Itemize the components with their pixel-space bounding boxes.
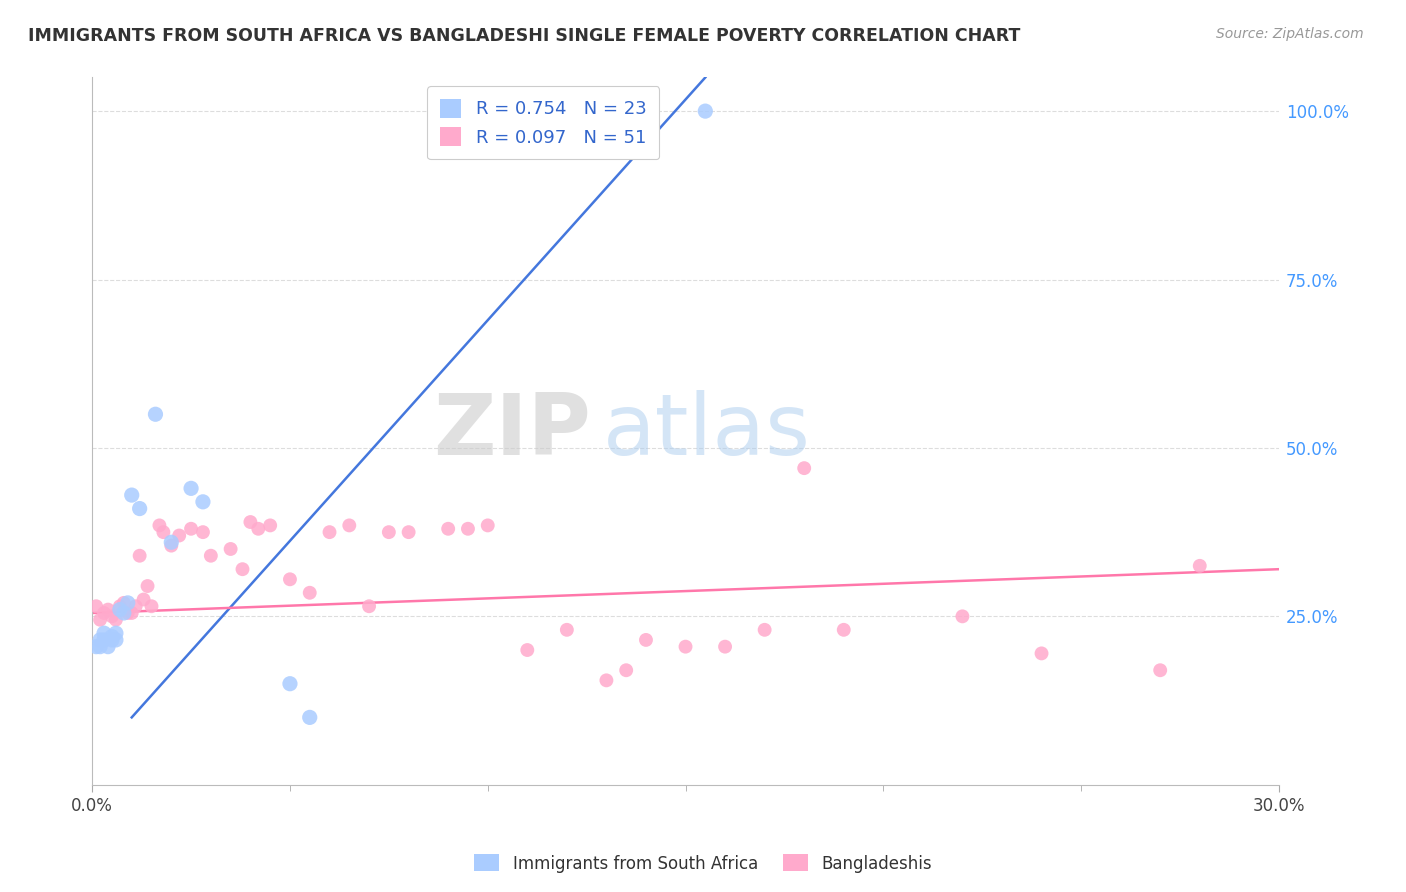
Point bbox=[125, 599, 148, 614]
Point bbox=[104, 613, 127, 627]
Point bbox=[148, 518, 170, 533]
Point bbox=[101, 632, 124, 647]
Point bbox=[675, 640, 697, 654]
Legend: Immigrants from South Africa, Bangladeshis: Immigrants from South Africa, Bangladesh… bbox=[468, 847, 938, 880]
Point bbox=[128, 501, 150, 516]
Point bbox=[595, 104, 617, 119]
Point bbox=[357, 599, 380, 614]
Point bbox=[595, 673, 617, 688]
Point bbox=[93, 606, 115, 620]
Point bbox=[167, 528, 190, 542]
Point bbox=[398, 525, 420, 540]
Point bbox=[634, 632, 657, 647]
Point bbox=[191, 495, 214, 509]
Point bbox=[93, 626, 115, 640]
Point bbox=[614, 663, 637, 677]
Point bbox=[112, 606, 135, 620]
Point bbox=[793, 461, 815, 475]
Point bbox=[128, 549, 150, 563]
Point bbox=[89, 632, 111, 647]
Point bbox=[1188, 558, 1211, 573]
Point bbox=[89, 640, 111, 654]
Point bbox=[318, 525, 340, 540]
Point bbox=[104, 632, 127, 647]
Point bbox=[259, 518, 281, 533]
Point bbox=[84, 599, 107, 614]
Point bbox=[101, 609, 124, 624]
Point bbox=[141, 599, 163, 614]
Point bbox=[337, 518, 360, 533]
Point bbox=[477, 518, 499, 533]
Point bbox=[457, 522, 479, 536]
Point bbox=[97, 602, 120, 616]
Point bbox=[121, 606, 143, 620]
Point bbox=[555, 623, 578, 637]
Point bbox=[117, 596, 139, 610]
Point bbox=[180, 481, 202, 495]
Point bbox=[97, 640, 120, 654]
Point bbox=[952, 609, 974, 624]
Point bbox=[152, 525, 174, 540]
Point bbox=[180, 522, 202, 536]
Point bbox=[278, 676, 301, 690]
Point bbox=[1031, 647, 1053, 661]
Point bbox=[84, 640, 107, 654]
Point bbox=[437, 522, 460, 536]
Point bbox=[278, 572, 301, 586]
Point bbox=[516, 643, 538, 657]
Point bbox=[219, 541, 242, 556]
Point bbox=[200, 549, 222, 563]
Point bbox=[93, 632, 115, 647]
Text: atlas: atlas bbox=[602, 390, 810, 473]
Point bbox=[132, 592, 155, 607]
Point bbox=[145, 407, 167, 421]
Point bbox=[247, 522, 270, 536]
Point bbox=[378, 525, 401, 540]
Point bbox=[298, 710, 321, 724]
Point bbox=[714, 640, 737, 654]
Point bbox=[1149, 663, 1171, 677]
Point bbox=[239, 515, 262, 529]
Point bbox=[112, 596, 135, 610]
Point bbox=[231, 562, 253, 576]
Point bbox=[108, 599, 131, 614]
Point bbox=[89, 613, 111, 627]
Text: ZIP: ZIP bbox=[433, 390, 591, 473]
Legend: R = 0.754   N = 23, R = 0.097   N = 51: R = 0.754 N = 23, R = 0.097 N = 51 bbox=[427, 87, 659, 160]
Point bbox=[117, 606, 139, 620]
Point bbox=[104, 626, 127, 640]
Point bbox=[160, 535, 183, 549]
Text: Source: ZipAtlas.com: Source: ZipAtlas.com bbox=[1216, 27, 1364, 41]
Point bbox=[136, 579, 159, 593]
Point bbox=[695, 104, 717, 119]
Point bbox=[832, 623, 855, 637]
Text: IMMIGRANTS FROM SOUTH AFRICA VS BANGLADESHI SINGLE FEMALE POVERTY CORRELATION CH: IMMIGRANTS FROM SOUTH AFRICA VS BANGLADE… bbox=[28, 27, 1021, 45]
Point bbox=[121, 488, 143, 502]
Point bbox=[101, 630, 124, 644]
Point bbox=[108, 602, 131, 616]
Point bbox=[160, 539, 183, 553]
Point bbox=[754, 623, 776, 637]
Point bbox=[298, 586, 321, 600]
Point bbox=[191, 525, 214, 540]
